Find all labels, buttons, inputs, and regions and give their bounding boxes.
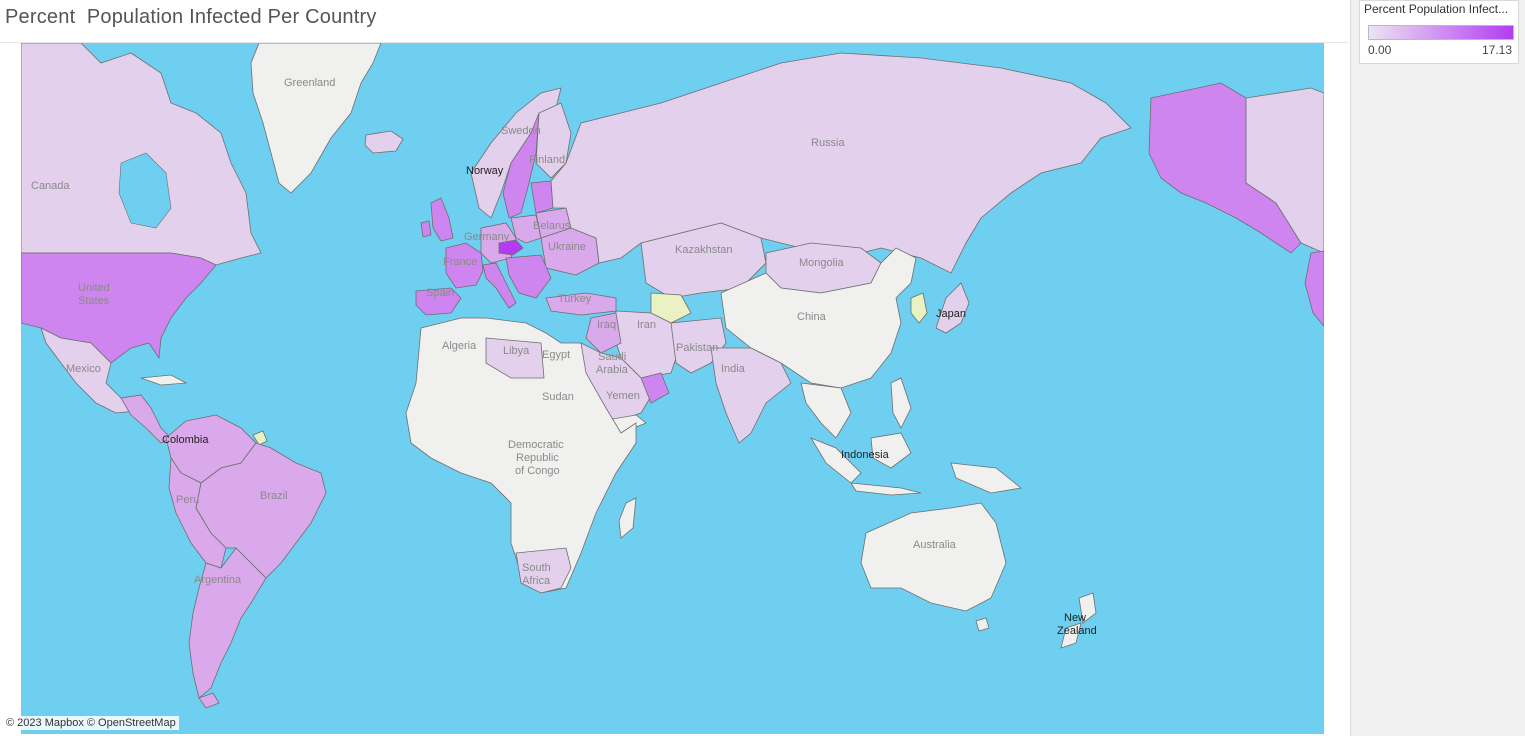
region-uk[interactable] <box>430 197 454 242</box>
page-title: Percent Population Infected Per Country <box>5 6 377 28</box>
region-india[interactable] <box>710 347 792 444</box>
region-tierra-del-fuego[interactable] <box>198 692 220 709</box>
region-france[interactable] <box>445 242 484 289</box>
region-hudson-bay <box>118 152 172 229</box>
label-south-africa-2: Africa <box>522 575 551 587</box>
region-new-zealand[interactable] <box>1060 592 1097 649</box>
region-java[interactable] <box>850 482 922 496</box>
label-finland: Finland <box>529 154 565 166</box>
region-tasmania[interactable] <box>975 617 990 632</box>
region-spain[interactable] <box>415 287 462 316</box>
region-russia[interactable] <box>550 52 1132 274</box>
label-united-states-2: States <box>78 295 110 307</box>
label-new-zealand-2: Zealand <box>1057 625 1097 637</box>
region-madagascar[interactable] <box>618 497 637 539</box>
label-drc: Democratic <box>508 439 564 451</box>
region-greenland[interactable] <box>250 43 382 194</box>
legend-min-value: 0.00 <box>1368 43 1392 57</box>
label-drc-3: of Congo <box>515 465 560 477</box>
region-baltics[interactable] <box>530 180 554 214</box>
label-iran: Iran <box>637 319 656 331</box>
region-south-africa[interactable] <box>515 547 572 594</box>
map-attribution[interactable]: © 2023 Mapbox © OpenStreetMap <box>3 716 179 730</box>
label-australia: Australia <box>913 539 957 551</box>
region-ireland[interactable] <box>420 220 432 238</box>
region-italy[interactable] <box>482 262 517 309</box>
label-peru: Peru <box>176 494 199 506</box>
legend-panel: Percent Population Infect... 0.00 17.13 <box>1350 0 1525 736</box>
label-sweden: Sweden <box>501 125 541 137</box>
label-saudi-arabia-2: Arabia <box>596 364 629 376</box>
label-saudi-arabia: Saudi <box>598 351 626 363</box>
region-iceland[interactable] <box>364 130 404 154</box>
legend-max-value: 17.13 <box>1481 43 1512 57</box>
label-algeria: Algeria <box>442 340 477 352</box>
region-libya[interactable] <box>485 337 545 379</box>
label-yemen: Yemen <box>606 390 640 402</box>
label-new-zealand: New <box>1064 612 1086 624</box>
label-greenland: Greenland <box>284 77 335 89</box>
region-canada-east[interactable] <box>1245 87 1324 254</box>
label-norway: Norway <box>466 165 504 177</box>
region-new-guinea[interactable] <box>950 462 1022 494</box>
label-turkey: Turkey <box>558 293 592 305</box>
region-cuba[interactable] <box>140 374 188 386</box>
label-pakistan: Pakistan <box>676 342 718 354</box>
map-container: Greenland Canada United States Mexico Co… <box>0 42 1348 735</box>
color-legend[interactable]: Percent Population Infect... 0.00 17.13 <box>1359 0 1519 64</box>
region-guiana[interactable] <box>252 430 268 446</box>
label-germany: Germany <box>464 231 510 243</box>
region-sweden[interactable] <box>502 112 540 219</box>
region-kazakhstan[interactable] <box>640 222 767 299</box>
region-philippines[interactable] <box>890 377 912 429</box>
label-iraq: Iraq <box>597 319 616 331</box>
region-us-west[interactable] <box>1304 250 1324 327</box>
label-mongolia: Mongolia <box>799 257 845 269</box>
region-se-asia[interactable] <box>800 382 852 439</box>
legend-gradient-bar <box>1368 25 1514 40</box>
label-canada: Canada <box>31 180 70 192</box>
region-iraq[interactable] <box>585 312 622 354</box>
label-drc-2: Republic <box>516 452 559 464</box>
label-indonesia: Indonesia <box>841 449 890 461</box>
label-united-states: United <box>78 282 110 294</box>
label-russia: Russia <box>811 137 846 149</box>
region-poland[interactable] <box>510 214 542 244</box>
label-south-africa: South <box>522 562 551 574</box>
label-egypt: Egypt <box>542 349 570 361</box>
label-india: India <box>721 363 746 375</box>
region-north-africa[interactable] <box>405 317 637 594</box>
region-sumatra[interactable] <box>810 437 862 484</box>
label-brazil: Brazil <box>260 490 288 502</box>
label-mexico: Mexico <box>66 363 101 375</box>
region-balkans[interactable] <box>505 254 552 299</box>
label-china: China <box>797 311 827 323</box>
region-japan[interactable] <box>935 282 970 334</box>
label-france: France <box>443 256 477 268</box>
label-libya: Libya <box>503 345 530 357</box>
region-australia[interactable] <box>860 502 1007 612</box>
region-borneo[interactable] <box>870 432 912 469</box>
label-argentina: Argentina <box>194 574 242 586</box>
map-svg[interactable]: Greenland Canada United States Mexico Co… <box>21 43 1324 734</box>
region-oman[interactable] <box>640 372 670 404</box>
label-colombia: Colombia <box>162 434 209 446</box>
label-sudan: Sudan <box>542 391 574 403</box>
region-korea[interactable] <box>910 292 928 324</box>
region-turkmenistan[interactable] <box>650 292 692 324</box>
region-peru[interactable] <box>168 456 227 569</box>
region-canada[interactable] <box>21 43 262 266</box>
label-japan: Japan <box>936 308 966 320</box>
label-ukraine: Ukraine <box>548 241 586 253</box>
legend-title: Percent Population Infect... <box>1364 2 1509 16</box>
region-argentina[interactable] <box>188 547 267 699</box>
region-brazil[interactable] <box>195 442 327 579</box>
label-spain: Spain <box>426 287 454 299</box>
label-belarus: Belarus <box>533 220 571 232</box>
world-map[interactable]: Greenland Canada United States Mexico Co… <box>21 43 1324 734</box>
label-kazakhstan: Kazakhstan <box>675 244 732 256</box>
region-czechia[interactable] <box>498 239 524 256</box>
